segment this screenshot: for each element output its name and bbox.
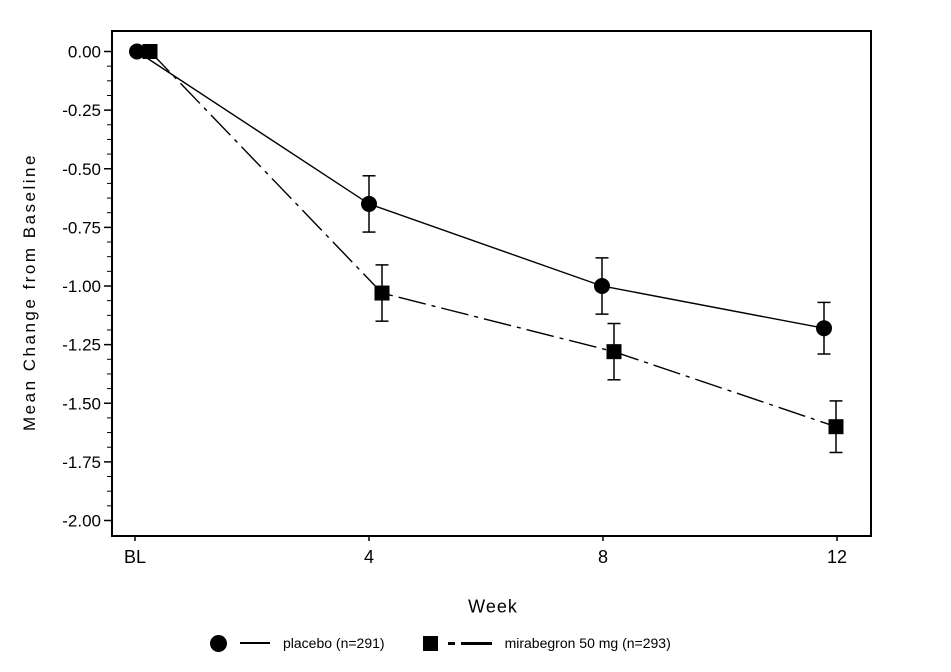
mirabegron-50mg-point-12 — [828, 419, 844, 435]
x-tick-label: 8 — [598, 547, 608, 567]
y-tick-label: -1.75 — [62, 453, 101, 472]
plot-frame — [111, 30, 872, 537]
x-tick-label: BL — [124, 547, 146, 567]
mirabegron-50mg-point-8 — [606, 344, 622, 360]
y-axis-title: Mean Change from Baseline — [20, 153, 39, 431]
y-tick-label: -2.00 — [62, 512, 101, 531]
solid-line-sample — [240, 642, 270, 644]
y-tick-label: -1.50 — [62, 394, 101, 413]
placebo-point-8 — [594, 278, 610, 294]
y-tick-label: -1.00 — [62, 277, 101, 296]
placebo-point-12 — [816, 320, 832, 337]
y-tick-label: -1.25 — [62, 336, 101, 355]
x-tick-label: 4 — [364, 547, 374, 567]
y-tick-label: -0.25 — [62, 101, 101, 120]
y-tick-label: 0.00 — [68, 43, 101, 62]
placebo-point-4 — [361, 195, 377, 212]
placebo-line — [136, 50, 825, 329]
legend-item-mirabegron: mirabegron 50 mg (n=293) — [422, 635, 671, 651]
placebo-point-BL — [129, 43, 145, 60]
legend-label-mirabegron: mirabegron 50 mg (n=293) — [504, 635, 671, 651]
circle-marker-icon — [210, 634, 227, 652]
mirabegron-50mg-point-4 — [374, 285, 390, 301]
mirabegron-50mg-line — [149, 51, 837, 428]
legend-item-placebo: placebo (n=291) — [210, 634, 385, 652]
legend-label-placebo: placebo (n=291) — [283, 635, 385, 651]
dash-dot-line-sample-dash — [460, 641, 492, 645]
mirabegron-50mg-point-BL — [142, 44, 158, 59]
square-marker-icon — [422, 635, 438, 651]
legend: placebo (n=291) mirabegron 50 mg (n=293) — [210, 631, 671, 655]
x-tick-label: 12 — [827, 547, 847, 567]
y-tick-label: -0.50 — [62, 160, 101, 179]
y-tick-label: -0.75 — [62, 218, 101, 237]
dash-dot-line-sample-dot — [447, 641, 455, 645]
x-axis-title: Week — [468, 596, 518, 617]
